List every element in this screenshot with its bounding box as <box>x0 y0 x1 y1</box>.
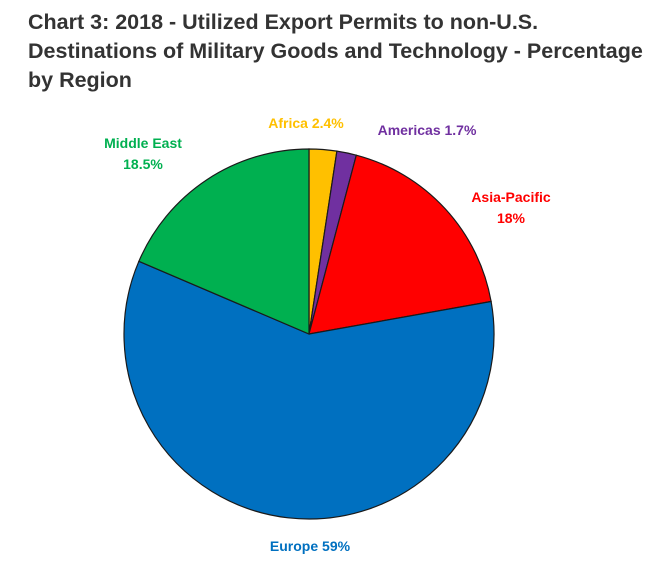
data-label-americas: Americas 1.7% <box>378 122 477 138</box>
data-label-asia-pacific: Asia-Pacific 18% <box>471 189 551 226</box>
pie-slice-middle-east <box>138 148 310 335</box>
data-label-africa: Africa 2.4% <box>268 115 344 131</box>
pie-labels: Africa 2.4% Americas 1.7% Asia-Pacific 18% E… <box>104 115 551 554</box>
pie-slice-europe <box>123 260 495 520</box>
chart-title: Chart 3: 2018 - Utilized Export Permits … <box>28 10 643 92</box>
pie-slice-asia-pacific <box>308 154 492 335</box>
data-label-europe: Europe 59% <box>270 538 351 554</box>
data-label-middle-east: Middle East 18.5% <box>104 135 182 172</box>
pie-slices <box>123 148 495 520</box>
